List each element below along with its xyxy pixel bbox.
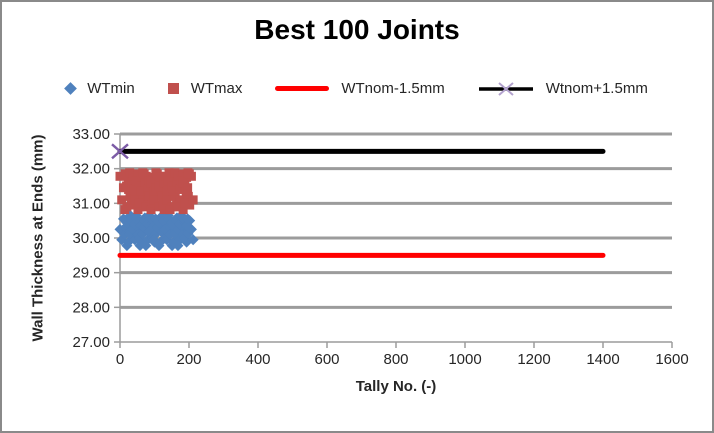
data-point <box>126 200 136 210</box>
data-point <box>167 181 177 191</box>
data-point <box>157 191 167 201</box>
legend-item-wtnom-minus[interactable]: WTnom-1.5mm <box>275 80 445 97</box>
data-point <box>188 195 198 205</box>
y-tick-label: 30.00 <box>72 230 110 247</box>
black-line-x-marker-icon <box>478 81 534 97</box>
x-tick-label: 1600 <box>655 351 688 368</box>
data-point <box>131 176 141 186</box>
data-point <box>178 178 188 188</box>
legend-item-wtnom-plus[interactable]: Wtnom+1.5mm <box>478 80 648 97</box>
series-Wtnom+1.5mm[interactable] <box>111 143 606 160</box>
data-point <box>185 200 195 210</box>
chart-title: Best 100 Joints <box>254 14 460 45</box>
data-point <box>175 184 185 194</box>
x-tick-label: 1000 <box>448 351 481 368</box>
data-point <box>158 200 168 210</box>
data-point <box>120 205 130 215</box>
x-tick-label: 0 <box>116 351 124 368</box>
y-tick-label: 32.00 <box>72 161 110 178</box>
y-tick-label: 33.00 <box>72 126 110 143</box>
data-point <box>141 202 151 212</box>
legend-label-wtnom-minus: WTnom-1.5mm <box>341 80 445 97</box>
data-point <box>135 181 145 191</box>
data-point <box>183 183 193 193</box>
data-point <box>129 184 139 194</box>
data-point <box>187 234 199 246</box>
data-point <box>163 176 173 186</box>
y-tick-label: 27.00 <box>72 334 110 351</box>
data-point <box>173 171 183 181</box>
data-point <box>155 172 165 182</box>
data-point <box>123 172 133 182</box>
y-tick-label: 28.00 <box>72 299 110 316</box>
data-point <box>115 171 125 181</box>
data-point <box>184 169 194 179</box>
data-point <box>139 169 149 179</box>
x-tick-label: 400 <box>245 351 270 368</box>
series-WTmax[interactable] <box>115 168 198 215</box>
x-marker-icon <box>111 143 129 160</box>
data-point <box>133 205 143 215</box>
data-point <box>180 198 190 208</box>
data-point <box>165 205 175 215</box>
data-point <box>149 195 159 205</box>
data-point <box>173 202 183 212</box>
data-point <box>159 205 169 215</box>
data-point <box>146 205 156 215</box>
legend-label-wtnom-plus: Wtnom+1.5mm <box>545 80 648 97</box>
series-WTmin[interactable] <box>114 209 199 252</box>
data-point <box>168 172 178 182</box>
x-tick-label: 200 <box>176 351 201 368</box>
data-point <box>182 213 194 225</box>
data-point <box>136 186 146 196</box>
data-point <box>168 186 178 196</box>
data-point <box>125 191 135 201</box>
data-point <box>178 205 188 215</box>
data-point <box>144 191 154 201</box>
data-point <box>140 240 152 252</box>
x-tick-label: 1200 <box>517 351 550 368</box>
x-tick-label: 600 <box>314 351 339 368</box>
data-point <box>134 198 144 208</box>
red-line-marker-icon <box>275 86 330 91</box>
data-point <box>160 171 170 181</box>
data-point <box>170 191 180 201</box>
data-point <box>183 222 195 234</box>
data-point <box>146 178 156 188</box>
legend-item-wtmin[interactable]: WTmin <box>64 80 135 97</box>
chart-legend: WTmin WTmax WTnom-1.5mm Wtnom+1.5mm <box>2 80 712 97</box>
data-point <box>183 191 193 201</box>
legend-label-wtmin: WTmin <box>87 80 135 97</box>
data-point <box>154 181 164 191</box>
x-tick-label: 1400 <box>586 351 619 368</box>
legend-item-wtmax[interactable]: WTmax <box>167 80 243 97</box>
data-point <box>162 195 172 205</box>
data-point <box>128 171 138 181</box>
y-tick-label: 31.00 <box>72 195 110 212</box>
y-axis-title: Wall Thickness at Ends (mm) <box>29 134 47 342</box>
data-point <box>122 181 132 191</box>
square-marker-icon <box>167 83 179 94</box>
data-point <box>172 240 184 252</box>
x-tick-label: 800 <box>383 351 408 368</box>
legend-label-wtmax: WTmax <box>190 80 243 97</box>
data-point <box>138 191 148 201</box>
data-point <box>117 195 127 205</box>
x-axis-title: Tally No. (-) <box>355 378 437 395</box>
y-tick-label: 29.00 <box>72 265 110 282</box>
data-point <box>143 184 153 194</box>
